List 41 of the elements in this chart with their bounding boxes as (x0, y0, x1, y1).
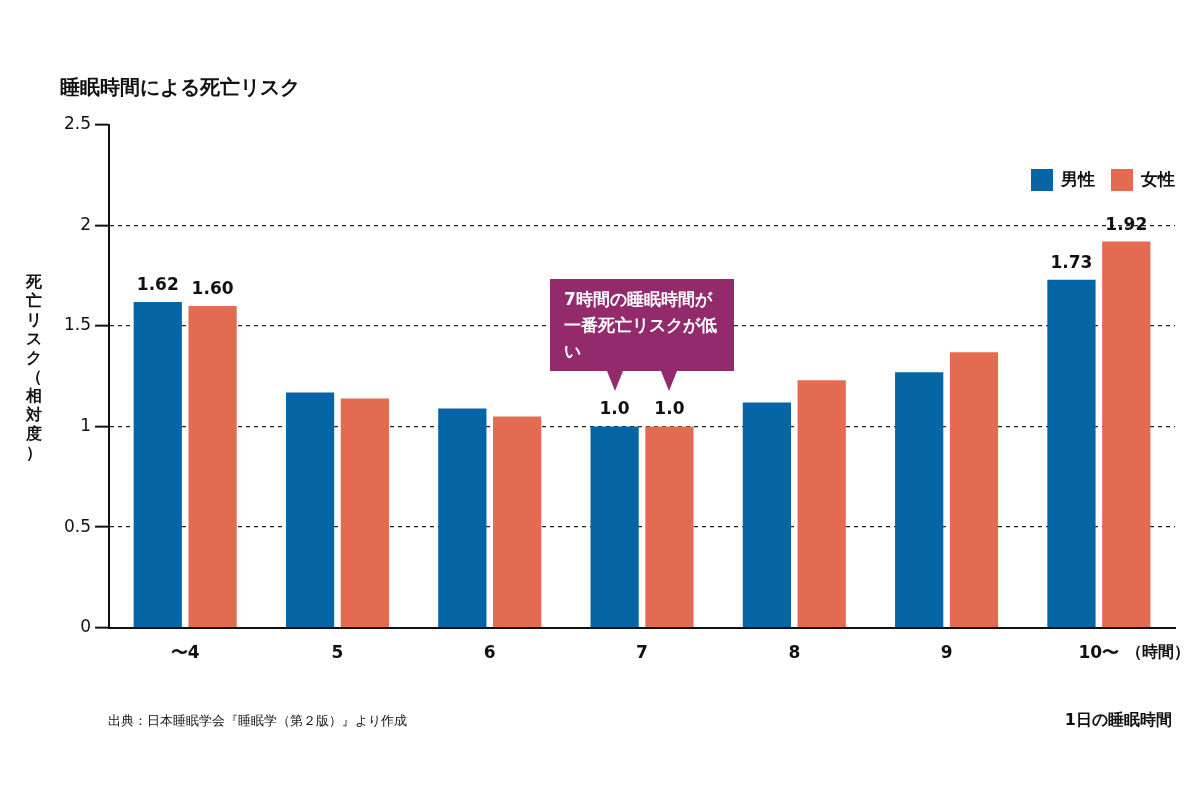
y-tick-label: 2.5 (63, 113, 92, 134)
y-tick-label: 1.5 (63, 314, 92, 335)
bar (133, 301, 182, 627)
x-tick-label: 9 (940, 642, 953, 663)
bar (797, 380, 846, 627)
data-label: 1.73 (1050, 251, 1093, 272)
bar (493, 416, 542, 627)
y-tick-label: 0.5 (63, 515, 92, 536)
bar (645, 426, 694, 627)
x-tick-label: 10〜 (1078, 642, 1120, 663)
bar (1047, 279, 1096, 627)
x-tick-label: 5 (331, 642, 344, 663)
bar (340, 398, 389, 627)
legend-label: 女性 (1140, 169, 1175, 190)
x-tick-label: 7 (636, 642, 648, 663)
chart-title: 睡眠時間による死亡リスク (60, 74, 300, 101)
x-tick-label: 8 (788, 642, 801, 663)
source-note: 出典：日本睡眠学会『睡眠学（第２版）』より作成 (108, 712, 407, 730)
legend-label: 男性 (1060, 169, 1095, 190)
annotation: 7時間の睡眠時間が一番死亡リスクが低い (550, 278, 735, 371)
text: 死亡リスク（相対度） (26, 272, 42, 462)
y-tick-label: 0 (80, 616, 92, 637)
bar (438, 408, 487, 627)
bar (895, 372, 944, 627)
x-tick-label: 6 (483, 642, 496, 663)
data-label: 1.0 (654, 398, 685, 419)
y-tick-label: 2 (80, 213, 92, 234)
data-label: 1.60 (191, 277, 234, 298)
bar (1102, 241, 1151, 627)
data-label: 1.0 (599, 398, 630, 419)
bar (742, 402, 792, 627)
data-label: 1.92 (1105, 213, 1148, 234)
x-axis-title: 1日の睡眠時間 (1064, 710, 1172, 731)
bar (285, 392, 335, 627)
y-tick-label: 1 (80, 414, 92, 435)
x-tick-label: 〜4 (170, 642, 200, 663)
bar (590, 426, 639, 627)
data-label: 1.62 (136, 273, 179, 294)
bar (188, 305, 237, 627)
text: （時間） (1125, 641, 1190, 661)
bar (949, 352, 999, 627)
